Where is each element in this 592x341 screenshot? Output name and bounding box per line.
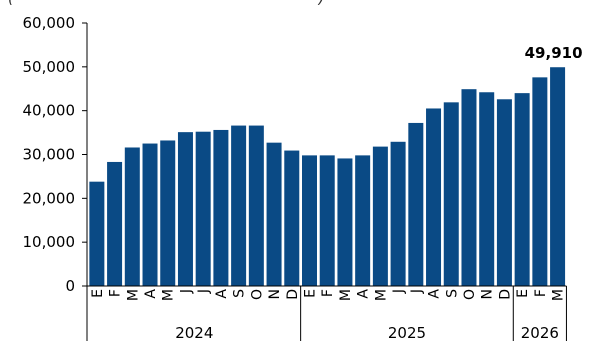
year-label: 2026 [521, 324, 559, 341]
x-tick-label: O [249, 289, 265, 300]
x-tick-label: D [285, 289, 301, 300]
bar [266, 142, 282, 286]
bar [160, 140, 176, 286]
bar [248, 125, 264, 286]
bar [532, 77, 548, 286]
x-tick-label: J [409, 289, 425, 294]
x-tick-label: F [108, 289, 124, 297]
x-tick-label: F [320, 289, 336, 297]
y-tick-label: 20,000 [23, 189, 76, 207]
y-tick-label: 10,000 [23, 233, 76, 251]
year-label: 2024 [175, 324, 213, 341]
bar [124, 147, 140, 286]
bar [319, 155, 335, 286]
bar [337, 158, 353, 286]
bar [479, 92, 495, 286]
x-tick-label: D [497, 289, 513, 300]
x-tick-label: E [515, 289, 531, 298]
bar [89, 181, 105, 286]
x-tick-label: A [143, 289, 159, 299]
title-close-paren: ) [319, 0, 325, 7]
bar [443, 102, 459, 286]
bar [142, 143, 158, 286]
year-label: 2025 [388, 324, 426, 341]
x-tick-label: E [90, 289, 106, 298]
x-tick-label: A [427, 289, 443, 299]
x-tick-label: A [356, 289, 372, 299]
bar [514, 93, 530, 286]
bar [408, 122, 424, 286]
bar [550, 67, 566, 286]
x-tick-label: O [462, 289, 478, 300]
x-tick-label: S [444, 289, 460, 298]
x-tick-label: F [533, 289, 549, 297]
y-tick-label: 40,000 [23, 102, 76, 120]
x-tick-label: S [232, 289, 248, 298]
bar [302, 155, 317, 286]
bar [461, 89, 477, 287]
bar [213, 129, 229, 286]
y-tick-label: 60,000 [23, 14, 76, 32]
bar [390, 141, 406, 286]
chart-title-fragment: ( ) [8, 0, 325, 7]
bar [496, 99, 512, 287]
y-tick-label: 0 [65, 277, 75, 295]
x-tick-label: J [178, 289, 194, 294]
x-tick-label: M [125, 289, 141, 301]
x-tick-label: A [214, 289, 230, 299]
title-open-paren: ( [8, 0, 14, 7]
x-tick-label: J [391, 289, 407, 294]
bar [177, 132, 193, 286]
bar [284, 150, 300, 286]
bar [195, 131, 211, 286]
bar [372, 146, 388, 286]
bar [355, 155, 371, 286]
bar [231, 125, 247, 286]
value-annotation: 49,910 [525, 44, 583, 62]
x-tick-label: M [161, 289, 177, 301]
x-tick-label: E [303, 289, 319, 298]
x-tick-label: M [373, 289, 389, 301]
x-tick-label: N [480, 289, 496, 299]
bar [426, 108, 442, 286]
bar [107, 161, 123, 286]
y-tick-label: 50,000 [23, 58, 76, 76]
x-tick-label: M [338, 289, 354, 301]
y-tick-label: 30,000 [23, 146, 76, 164]
x-tick-label: M [551, 289, 567, 301]
x-tick-label: J [196, 289, 212, 294]
x-tick-label: N [267, 289, 283, 299]
